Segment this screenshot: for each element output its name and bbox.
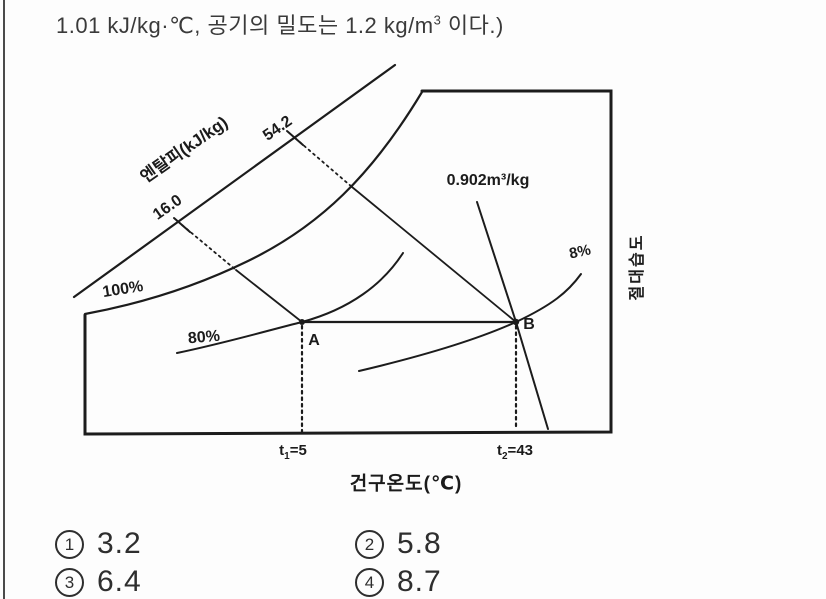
option-4-value: 8.7 [397,565,442,598]
specific-volume-label: 0.902m³/kg [446,172,530,189]
option-1-value: 3.2 [97,527,142,560]
option-2-value: 5.8 [397,527,442,560]
rh-80-label: 80% [187,327,221,348]
point-b-dot [512,318,520,326]
point-b-label: B [523,316,535,333]
enthalpy-line-54-dotted [294,137,353,188]
point-a-label: A [308,332,320,349]
question-text-main: 1.01 kJ/kg·℃, 공기의 밀도는 1.2 kg/m [56,13,434,38]
enthalpy-axis-line [72,63,397,299]
point-a-dot [299,319,305,325]
x-axis-label: 건구온도(℃) [349,473,463,495]
enthalpy-line-16-solid [235,269,303,323]
t1-subscript: 1 [284,451,290,462]
t1-label: t1=5 [279,442,307,462]
option-3-value: 6.4 [97,565,142,598]
saturation-curve-100 [83,90,424,316]
t1-value: =5 [289,442,307,459]
option-3-circled-number: 3 [55,567,84,597]
chart-frame [83,89,613,436]
question-text-suffix: 이다.) [441,13,504,38]
question-text-superscript: 3 [433,12,442,28]
option-1-circled-number: 1 [55,529,84,559]
option-4-circled-number: 4 [355,567,384,597]
option-2-circled-number: 2 [355,529,384,559]
answer-option-1: 1 3.2 [55,527,142,561]
t2-value: =43 [507,442,534,459]
t2-subscript: 2 [501,451,508,462]
answer-option-2: 2 5.8 [355,527,442,561]
question-text: 1.01 kJ/kg·℃, 공기의 밀도는 1.2 kg/m3 이다.) [56,8,504,40]
page-left-border [3,0,5,599]
answer-option-3: 3 6.4 [55,565,142,599]
enthalpy-line-16-dotted [181,224,237,271]
t1-base: t [279,442,285,459]
specific-volume-line [476,201,549,430]
answer-option-4: 4 8.7 [355,565,442,599]
y-axis-label: 절대습도 [629,233,646,301]
enthalpy-line-54-solid [351,186,517,323]
t2-label: t2=43 [497,442,533,462]
rh-curve-8 [358,273,582,372]
t2-base: t [496,442,502,459]
